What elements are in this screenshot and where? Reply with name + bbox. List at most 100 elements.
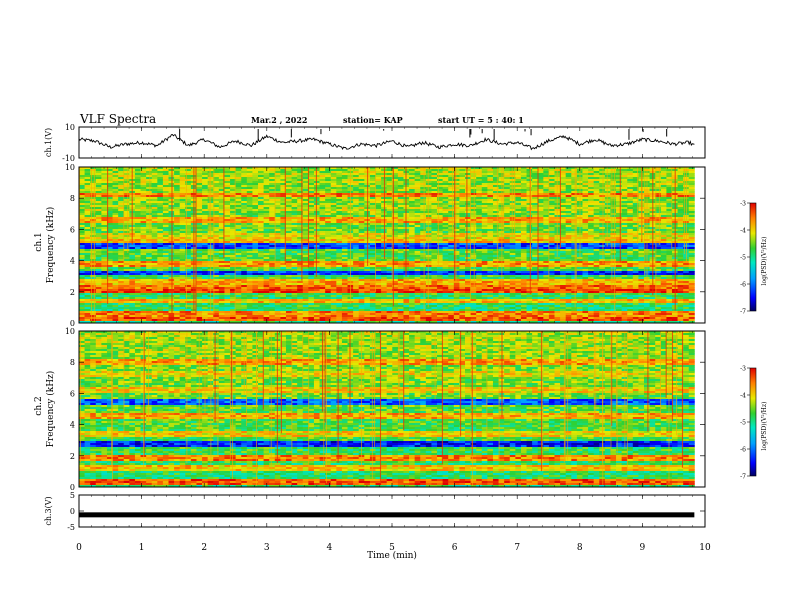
ch1-spec-cell <box>476 229 483 232</box>
ch1-spec-cell <box>274 215 281 218</box>
ch1-spec-cell <box>688 245 695 248</box>
ch1-spec-cell <box>437 187 444 190</box>
ch1-spec-cell <box>616 253 623 256</box>
ch1-spec-cell <box>84 185 91 188</box>
ch1-spec-cell <box>302 219 309 222</box>
ch1-spec-cell <box>409 219 416 222</box>
ch1-spec-cell <box>397 203 404 206</box>
ch1-spec-cell <box>431 235 438 238</box>
ch1-spec-cell <box>319 221 326 224</box>
ch1-spec-cell <box>677 223 684 226</box>
ch1-spec-cell <box>134 179 141 182</box>
ch1-spec-cell <box>90 173 97 176</box>
ch1-spec-cell <box>470 227 477 230</box>
ch1-spec-cell <box>621 173 628 176</box>
ch1-spec-cell <box>95 199 102 202</box>
ch1-spec-cell <box>258 201 264 204</box>
ch1-spec-cell <box>621 233 628 236</box>
ch1-spec-cell <box>106 229 113 232</box>
ch1-spec-cell <box>146 185 153 188</box>
ch1-spec-cell <box>202 243 209 246</box>
ch1-spec-cell <box>627 203 634 206</box>
ch1-spec-cell <box>683 187 690 190</box>
ch1-spec-cell <box>386 237 393 240</box>
ch1-spec-cell <box>308 213 315 216</box>
ch1-spec-cell <box>112 225 119 228</box>
ch1-spec-cell <box>84 199 91 202</box>
ch1-spec-cell <box>465 231 471 234</box>
ch1-spec-cell <box>230 241 237 244</box>
ch1-spec-cell <box>414 175 421 178</box>
ch1-spec-cell <box>548 225 555 228</box>
ch1-spec-cell <box>470 201 477 204</box>
ch1-spec-cell <box>571 183 578 186</box>
ch1-spec-cell <box>392 231 399 234</box>
ch1-spec-cell <box>437 235 444 238</box>
ch1-spec-cell <box>548 189 555 192</box>
ch1-spec-cell <box>386 247 393 250</box>
ch1-spec-cell <box>224 245 231 248</box>
ch1-spec-cell <box>677 253 684 256</box>
ch1-spec-cell <box>230 221 237 224</box>
ch1-spec-cell <box>112 167 119 170</box>
ch1-spec-cell <box>425 175 432 178</box>
ch1-spec-cell <box>459 245 466 248</box>
ch1-spec-cell <box>375 247 382 250</box>
ch1-spec-cell <box>571 195 578 198</box>
ch1-spec-cell <box>375 231 382 234</box>
ch1-spec-cell <box>134 201 141 204</box>
ch1-spec-cell <box>285 193 292 196</box>
ch1-spec-cell <box>202 229 209 232</box>
ch1-spec-cell <box>588 209 595 212</box>
ch1-spec-cell <box>179 173 186 176</box>
ch1-spec-cell <box>414 183 421 186</box>
ch1-spec-cell <box>386 195 393 198</box>
ch1-spec-cell <box>174 233 181 236</box>
ch1-spec-cell <box>515 223 522 226</box>
ch1-spec-cell <box>604 201 611 204</box>
ch1-spec-cell <box>627 215 634 218</box>
ch1-spec-cell <box>285 177 292 180</box>
ch1-spec-cell <box>509 209 516 212</box>
ch1-spec-cell <box>492 231 499 234</box>
ch1-spec-cell <box>146 225 153 228</box>
ch1-spec-cell <box>459 229 466 232</box>
ch1-spec-cell <box>151 181 158 184</box>
ch1-spec-cell <box>280 235 287 238</box>
ch1-spec-cell <box>526 175 533 178</box>
ch1-spec-cell <box>409 251 416 254</box>
ch1-spec-cell <box>353 189 360 192</box>
ch1-spec-cell <box>459 199 466 202</box>
ch1-spec-cell <box>319 205 326 208</box>
ch1-spec-cell <box>196 189 203 192</box>
ch1-spec-cell <box>425 185 432 188</box>
ch1-spec-cell <box>319 217 326 220</box>
ch1-spec-cell <box>425 211 432 214</box>
ch1-spec-cell <box>230 173 237 176</box>
ch1-spec-cell <box>409 195 416 198</box>
ch1-spec-cell <box>140 217 147 220</box>
ch1-spec-cell <box>420 237 427 240</box>
ch1-spec-cell <box>593 221 600 224</box>
station-label: station= KAP <box>343 115 403 125</box>
ch1-spec-cell <box>392 253 399 256</box>
ch1-spec-cell <box>632 215 639 218</box>
ch1-spec-cell <box>593 193 600 196</box>
ch1-spec-cell <box>509 199 516 202</box>
ch1-spec-cell <box>666 251 673 254</box>
ch1-spec-cell <box>392 223 399 226</box>
ch1-spec-cell <box>302 175 309 178</box>
ch1-spec-cell <box>95 187 102 190</box>
ch1-spec-cell <box>565 193 572 196</box>
ch1-spec-cell <box>487 203 494 206</box>
ch1-spec-cell <box>599 167 606 170</box>
ch1-spec-cell <box>688 219 695 222</box>
ch1-spec-cell <box>123 225 130 228</box>
ch1-spec-cell <box>448 211 455 214</box>
ch1-spec-cell <box>319 223 326 226</box>
ch1-spec-cell <box>677 205 684 208</box>
ch1-spec-cell <box>532 231 539 234</box>
ch1-spec-cell <box>90 201 97 204</box>
ch1-spec-cell <box>246 253 253 256</box>
ch1-spec-cell <box>515 193 522 196</box>
